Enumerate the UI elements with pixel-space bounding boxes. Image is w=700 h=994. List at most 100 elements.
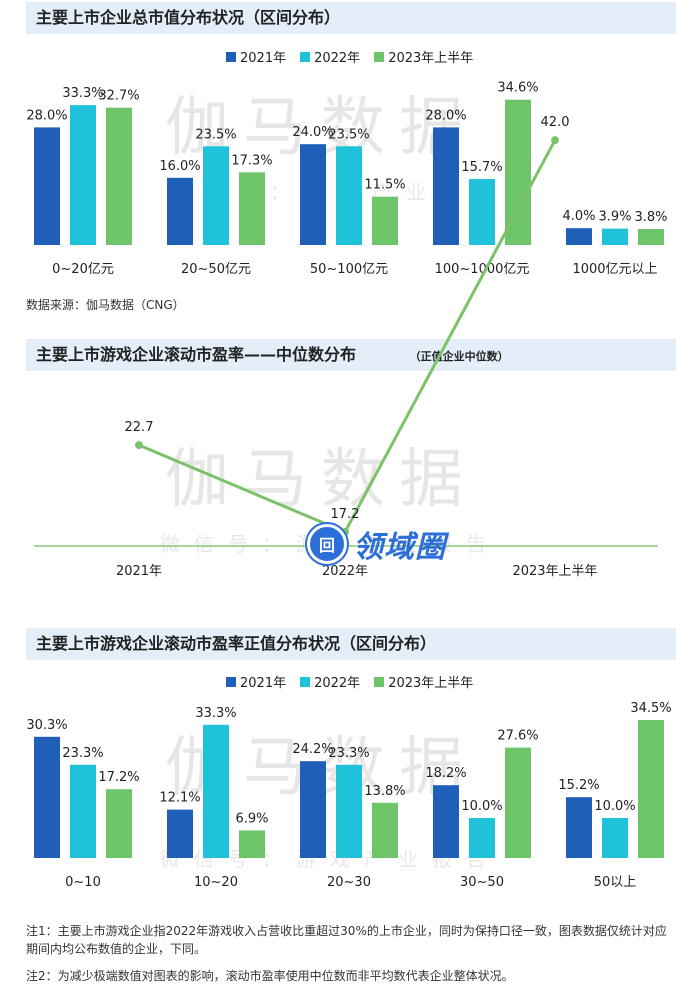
- chart1-bar-label-0-2: 32.7%: [98, 89, 139, 104]
- chart1-bar-1-1: [203, 146, 229, 245]
- chart2-point-label-2: 42.0: [541, 115, 570, 130]
- chart3-category-label-0: 0~10: [65, 875, 101, 890]
- legend3-item-2023: 2023年上半年: [374, 672, 473, 691]
- chart2-point-label-1: 17.2: [331, 507, 360, 522]
- legend3-item-2022: 2022年: [300, 672, 360, 691]
- chart3-category-label-3: 30~50: [460, 875, 504, 890]
- chart3-bar-label-2-2: 13.8%: [364, 784, 405, 799]
- chart2-point-0: [135, 441, 143, 450]
- chart3-bar-label-0-1: 23.3%: [62, 746, 103, 761]
- chart1-bar-3-2: [505, 99, 531, 246]
- legend-item-2021: 2021年: [226, 47, 286, 66]
- chart1-bar-label-4-1: 3.9%: [598, 210, 631, 225]
- chart1-bar-3-1: [469, 179, 495, 245]
- chart3-bar-3-0: [433, 785, 459, 858]
- chart3-bar-1-0: [167, 809, 193, 858]
- chart3-bar-label-3-2: 27.6%: [497, 729, 538, 744]
- note-2: 注2：为减少极端数值对图表的影响，滚动市盈率使用中位数而非平均数代表企业整体状况…: [26, 969, 514, 983]
- chart3-bar-0-0: [34, 736, 60, 858]
- legend3-label-2022: 2022年: [314, 676, 361, 691]
- chart1-title: 主要上市企业总市值分布状况（区间分布）: [26, 2, 676, 34]
- logo-text: 领域圈: [353, 530, 446, 565]
- legend3-swatch-2022: [300, 676, 311, 687]
- chart1-category-label-0: 0~20亿元: [52, 262, 114, 277]
- legend3-label-2021: 2021年: [240, 676, 287, 691]
- chart1-plot: 28.0% 33.3%32.7% 0~20亿元 16.0% 23.5% 17.3% 20~5…: [26, 81, 667, 277]
- chart1-bar-1-0: [167, 177, 193, 245]
- chart2-title-bar: 主要上市游戏企业滚动市盈率——中位数分布 （正值企业中位数）: [26, 339, 676, 371]
- chart3-bar-label-4-0: 15.2%: [558, 778, 599, 793]
- chart1-bar-4-2: [638, 229, 664, 245]
- chart1-bar-2-1: [336, 146, 362, 245]
- legend-item-2023: 2023年上半年: [374, 47, 473, 66]
- logo: 回 领域圈: [307, 521, 446, 567]
- chart1-bar-0-2: [106, 107, 132, 245]
- chart1-bar-label-1-0: 16.0%: [159, 159, 200, 174]
- logo-badge-icon: 回: [307, 524, 347, 564]
- chart3-bar-1-2: [239, 830, 265, 858]
- chart1-bar-label-4-0: 4.0%: [562, 209, 595, 224]
- chart1-bar-2-0: [300, 144, 326, 245]
- chart3-bar-2-2: [372, 802, 398, 858]
- chart2-plot: 22.7 2021年 17.2 2022年 42.0 2023年上半年: [34, 115, 658, 579]
- chart3-bar-label-4-1: 10.0%: [594, 799, 635, 814]
- chart1-bar-label-1-1: 23.5%: [195, 127, 236, 142]
- note-1: 注1：主要上市游戏企业指2022年游戏收入占营收比重超过30%的上市企业，同时为…: [26, 924, 667, 956]
- chart1-bar-label-3-1: 15.7%: [461, 160, 502, 175]
- legend-item-2022: 2022年: [300, 47, 360, 66]
- chart2-subtitle: （正值企业中位数）: [409, 350, 509, 363]
- chart1-category-label-1: 20~50亿元: [181, 262, 251, 277]
- chart1-bar-label-0-0: 28.0%: [26, 108, 67, 123]
- chart3-bar-label-4-2: 34.5%: [630, 701, 671, 716]
- chart3-bar-4-2: [638, 720, 664, 858]
- chart3-bar-label-1-0: 12.1%: [159, 791, 200, 806]
- legend3-swatch-2021: [226, 676, 236, 687]
- chart2-category-label-0: 2021年: [116, 564, 162, 579]
- legend3-item-2021: 2021年: [226, 672, 286, 691]
- chart3-bar-label-2-0: 24.2%: [292, 742, 333, 757]
- chart1-category-label-3: 100~1000亿元: [435, 262, 530, 277]
- chart3-bar-1-1: [203, 724, 229, 858]
- chart3-bar-4-1: [602, 818, 628, 858]
- chart3-bar-0-2: [106, 789, 132, 858]
- legend-label-2023: 2023年上半年: [388, 51, 474, 66]
- chart2-category-label-2: 2023年上半年: [512, 564, 597, 579]
- chart3-bar-2-0: [300, 761, 326, 858]
- chart3-bar-3-2: [505, 747, 531, 858]
- chart1-bar-4-0: [566, 228, 592, 245]
- legend3-label-2023: 2023年上半年: [388, 676, 474, 691]
- chart1-bar-4-1: [602, 228, 628, 245]
- chart1-bar-label-4-2: 3.8%: [634, 210, 667, 225]
- chart3-legend: 2021年 2022年 2023年上半年: [226, 672, 473, 691]
- chart1-bar-label-0-1: 33.3%: [62, 86, 103, 101]
- chart1-bar-label-2-0: 24.0%: [292, 125, 333, 140]
- chart3-bar-label-1-1: 33.3%: [195, 706, 236, 721]
- data-source: 数据来源：伽马数据（CNG）: [26, 298, 185, 312]
- chart2-title: 主要上市游戏企业滚动市盈率——中位数分布: [36, 345, 357, 364]
- legend3-swatch-2023: [374, 676, 385, 687]
- chart2-category-label-1: 2022年: [322, 564, 368, 579]
- chart3-bar-label-1-2: 6.9%: [235, 811, 268, 826]
- chart3-bar-4-0: [566, 797, 592, 858]
- chart3-bar-3-1: [469, 818, 495, 858]
- chart3-category-label-2: 20~30: [327, 875, 371, 890]
- chart1-bar-label-3-2: 34.6%: [497, 81, 538, 96]
- watermark-main-2: 伽马数据: [165, 443, 477, 517]
- chart3-category-label-4: 50以上: [594, 875, 637, 890]
- chart3-bar-label-0-0: 30.3%: [26, 718, 67, 733]
- legend-swatch-2022: [300, 51, 311, 62]
- chart2-point-label-0: 22.7: [125, 420, 154, 435]
- chart1-legend: 2021年 2022年 2023年上半年: [226, 47, 473, 66]
- chart3-bar-0-1: [70, 764, 96, 858]
- chart1-bar-0-0: [34, 127, 60, 245]
- chart1-bar-label-2-1: 23.5%: [328, 127, 369, 142]
- chart3-bar-label-0-2: 17.2%: [98, 770, 139, 785]
- chart1-category-label-4: 1000亿元以上: [572, 262, 657, 277]
- chart3-bar-2-1: [336, 764, 362, 858]
- chart1-bar-label-1-2: 17.3%: [231, 153, 272, 168]
- chart3-category-label-1: 10~20: [194, 875, 238, 890]
- chart2-point-2: [551, 136, 559, 145]
- chart1-bar-0-1: [70, 105, 96, 245]
- legend-label-2022: 2022年: [314, 51, 361, 66]
